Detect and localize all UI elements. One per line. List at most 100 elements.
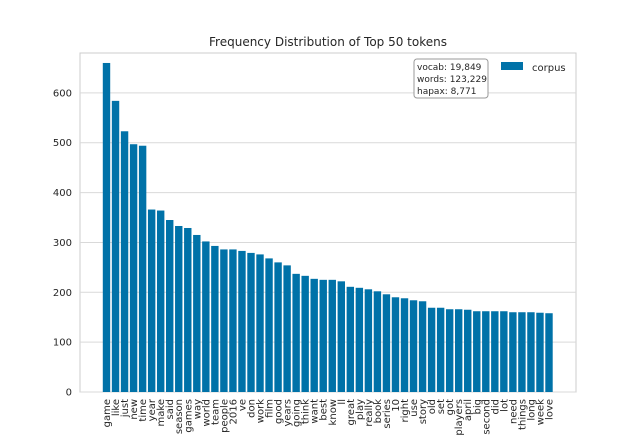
- bar-play: [355, 287, 364, 392]
- bar-story: [418, 301, 427, 392]
- bar-good: [274, 262, 282, 392]
- bar-game: [102, 62, 111, 393]
- x-tick-label: story: [418, 399, 429, 424]
- x-tick-label: work: [256, 399, 267, 423]
- x-axis-ticks: gamelikejustnewtimeyearmakesaidseasongam…: [102, 398, 556, 436]
- y-tick-label: 500: [53, 138, 72, 149]
- bar-want: [310, 278, 318, 392]
- x-tick-label: great: [346, 399, 357, 426]
- x-tick-label: like: [111, 399, 122, 416]
- bar-work: [256, 254, 264, 392]
- bar-set: [436, 307, 445, 392]
- x-tick-label: want: [310, 399, 321, 424]
- bar-make: [156, 210, 165, 392]
- bar-10: [391, 297, 400, 392]
- bar-right: [400, 298, 409, 392]
- bar-great: [346, 286, 355, 392]
- y-tick-label: 400: [53, 188, 72, 199]
- x-tick-label: time: [138, 399, 149, 422]
- bar-said: [166, 220, 174, 392]
- x-tick-label: second: [481, 399, 492, 435]
- x-tick-label: big: [472, 399, 483, 414]
- y-tick-label: 200: [53, 288, 72, 299]
- x-tick-label: season: [174, 399, 185, 434]
- bar-use: [409, 300, 418, 392]
- x-tick-label: did: [490, 399, 501, 414]
- bar-week: [536, 312, 544, 392]
- stats-hapax: hapax: 8,771: [417, 87, 476, 97]
- bar-don: [247, 252, 255, 392]
- bar-film: [265, 258, 273, 392]
- x-tick-label: don: [246, 399, 257, 418]
- x-tick-label: use: [409, 399, 420, 417]
- x-tick-label: game: [102, 399, 113, 427]
- x-tick-label: good: [274, 399, 285, 424]
- x-tick-label: series: [382, 399, 393, 429]
- legend: corpus: [496, 57, 570, 77]
- bar-like: [111, 100, 120, 392]
- bars-group: [102, 62, 553, 393]
- bar-really: [364, 289, 373, 392]
- stats-vocab: vocab: 19,849: [417, 63, 482, 73]
- x-tick-label: need: [508, 399, 519, 424]
- x-tick-label: 10: [391, 399, 402, 412]
- x-tick-label: know: [328, 399, 339, 425]
- x-tick-label: things: [517, 399, 528, 430]
- bar-2016: [229, 249, 237, 392]
- x-tick-label: world: [201, 399, 212, 427]
- bar-just: [120, 131, 129, 393]
- bar-ll: [337, 281, 345, 392]
- x-tick-label: years: [283, 399, 294, 427]
- x-tick-label: right: [400, 399, 411, 423]
- x-tick-label: team: [210, 399, 221, 425]
- x-tick-label: lot: [499, 399, 510, 412]
- bar-time: [138, 145, 147, 392]
- bar-big: [473, 311, 481, 392]
- x-tick-label: old: [427, 399, 438, 414]
- bar-know: [328, 279, 336, 392]
- x-tick-label: ve: [237, 399, 248, 411]
- legend-swatch-corpus: [501, 62, 523, 70]
- x-tick-label: april: [463, 399, 474, 421]
- bar-season: [175, 225, 183, 392]
- bar-years: [283, 265, 291, 392]
- x-tick-label: year: [147, 398, 158, 421]
- x-tick-label: set: [436, 399, 447, 414]
- x-tick-label: love: [545, 399, 556, 420]
- bar-going: [292, 273, 300, 392]
- bar-new: [129, 144, 138, 392]
- bar-lot: [500, 311, 508, 392]
- y-tick-label: 0: [66, 388, 72, 399]
- bar-players: [454, 309, 463, 392]
- stats-box-frame: [413, 58, 489, 99]
- bar-ve: [238, 250, 246, 392]
- bar-people: [220, 249, 228, 392]
- x-tick-label: players: [454, 399, 465, 436]
- bar-got: [445, 309, 454, 392]
- stats-words: words: 123,229: [417, 75, 487, 85]
- bar-long: [527, 312, 535, 392]
- bar-way: [193, 234, 201, 392]
- bar-world: [202, 241, 210, 392]
- x-tick-label: way: [192, 399, 203, 419]
- y-tick-label: 100: [53, 338, 72, 349]
- bar-second: [482, 311, 490, 392]
- x-tick-label: people: [219, 399, 230, 433]
- bar-year: [147, 209, 156, 392]
- y-tick-label: 600: [53, 88, 72, 99]
- bar-need: [509, 312, 517, 392]
- bar-best: [319, 279, 327, 392]
- bar-did: [491, 311, 499, 392]
- bar-april: [464, 309, 472, 392]
- x-tick-label: really: [364, 399, 375, 427]
- bar-think: [301, 275, 309, 392]
- x-tick-label: 2016: [228, 399, 239, 424]
- bar-team: [211, 245, 219, 392]
- x-tick-label: said: [165, 399, 176, 419]
- chart-title: Frequency Distribution of Top 50 tokens: [209, 35, 447, 49]
- x-tick-label: long: [526, 399, 537, 421]
- y-axis-ticks: 0 100 200 300 400 500 600: [53, 88, 72, 398]
- x-tick-label: just: [120, 399, 131, 418]
- bar-love: [545, 313, 553, 392]
- x-tick-label: book: [373, 399, 384, 424]
